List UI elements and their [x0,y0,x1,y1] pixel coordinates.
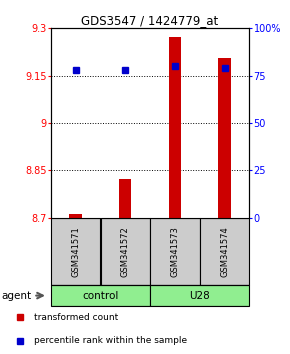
Bar [69,214,82,218]
FancyBboxPatch shape [200,218,249,285]
Text: GSM341572: GSM341572 [121,226,130,277]
Text: GSM341571: GSM341571 [71,226,80,277]
Bar [169,37,181,218]
Bar [119,179,131,218]
Text: agent: agent [1,291,32,301]
Text: GSM341574: GSM341574 [220,226,229,277]
FancyBboxPatch shape [150,285,249,306]
Bar [218,58,231,218]
Text: U28: U28 [189,291,210,301]
FancyBboxPatch shape [51,285,150,306]
Text: GSM341573: GSM341573 [171,226,180,277]
FancyBboxPatch shape [51,218,100,285]
Text: control: control [82,291,119,301]
FancyBboxPatch shape [150,218,200,285]
Text: percentile rank within the sample: percentile rank within the sample [34,336,187,345]
Text: transformed count: transformed count [34,313,118,322]
Title: GDS3547 / 1424779_at: GDS3547 / 1424779_at [81,14,219,27]
FancyBboxPatch shape [101,218,150,285]
